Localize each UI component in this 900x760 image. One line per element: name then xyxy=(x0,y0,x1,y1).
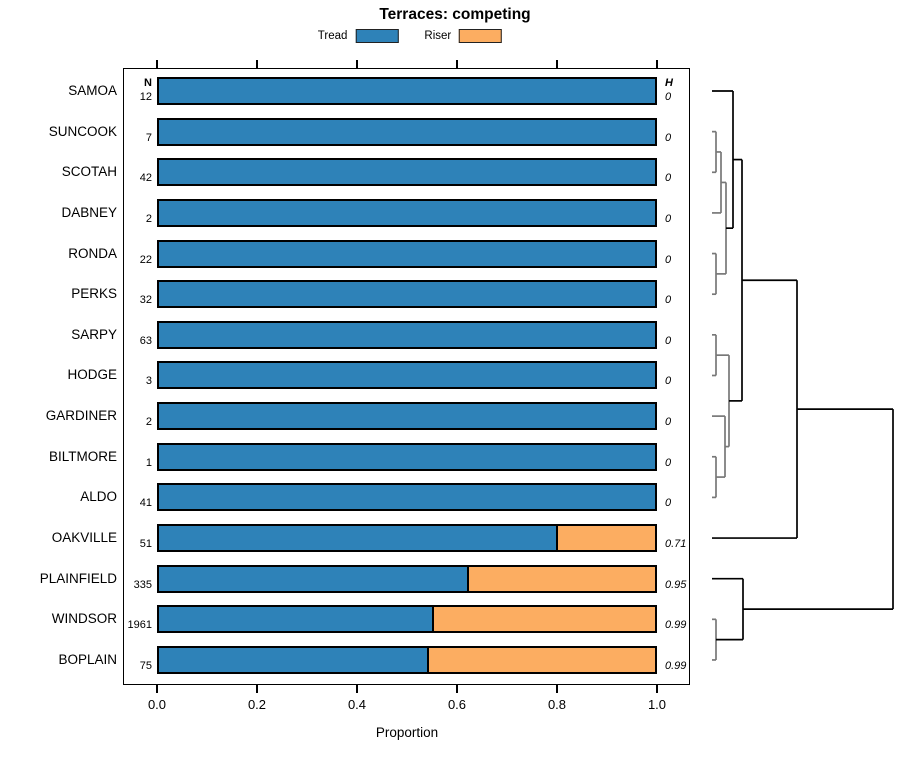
category-label: ALDO xyxy=(80,489,117,505)
n-value: 1961 xyxy=(127,619,152,632)
category-label: SAMOA xyxy=(68,83,117,98)
bar-segment-riser xyxy=(432,607,655,632)
bar-segment-riser xyxy=(427,647,655,672)
h-value: 0 xyxy=(665,334,672,347)
stacked-bar xyxy=(157,280,657,309)
n-value: 63 xyxy=(139,334,152,347)
h-column-header: H xyxy=(665,77,673,89)
category-label: RONDA xyxy=(68,245,117,261)
legend-swatch-riser xyxy=(459,29,503,43)
legend-label-riser: Riser xyxy=(424,30,452,42)
bottom-tick xyxy=(656,685,658,693)
h-value: 0 xyxy=(665,131,672,144)
stacked-bar xyxy=(157,77,657,105)
h-value: 0 xyxy=(665,212,672,225)
n-value: 12 xyxy=(139,91,152,103)
legend-item-riser: Riser xyxy=(424,29,503,43)
stacked-bar xyxy=(157,198,657,227)
bottom-tick xyxy=(256,685,258,693)
h-value: 0.99 xyxy=(665,619,687,632)
x-tick-label: 0.8 xyxy=(547,697,567,712)
x-tick-label: 1.0 xyxy=(647,697,667,712)
x-tick-label: 0.4 xyxy=(347,697,367,712)
stacked-bar xyxy=(157,361,657,390)
category-label: PERKS xyxy=(71,286,117,302)
h-value: 0 xyxy=(665,253,672,266)
x-axis-label: Proportion xyxy=(375,725,439,740)
bottom-tick xyxy=(556,685,558,693)
stacked-bar xyxy=(157,524,657,553)
category-label: HODGE xyxy=(67,367,117,383)
bottom-tick xyxy=(456,685,458,693)
h-value: 0 xyxy=(665,172,672,185)
n-value: 32 xyxy=(139,294,152,307)
stacked-bar xyxy=(157,158,657,187)
category-label: OAKVILLE xyxy=(51,530,117,546)
bar-segment-riser xyxy=(556,526,655,551)
n-value: 7 xyxy=(145,131,152,144)
legend-item-tread: Tread xyxy=(318,29,399,43)
stacked-bar xyxy=(157,117,657,146)
top-tick xyxy=(256,60,258,68)
stacked-bar xyxy=(157,402,657,431)
category-label: BOPLAIN xyxy=(58,651,117,667)
category-label: GARDINER xyxy=(45,408,117,424)
bar-segment-riser xyxy=(467,566,655,591)
category-label: BILTMORE xyxy=(48,448,117,464)
stacked-bar xyxy=(157,320,657,349)
legend-swatch-tread xyxy=(355,29,399,43)
n-value: 1 xyxy=(145,456,152,469)
h-value: 0.99 xyxy=(665,659,687,672)
n-value: 51 xyxy=(139,538,152,551)
category-label: WINDSOR xyxy=(51,611,117,627)
top-tick xyxy=(456,60,458,68)
legend-label-tread: Tread xyxy=(317,30,348,42)
n-value: 22 xyxy=(139,253,152,266)
n-value: 3 xyxy=(145,375,152,388)
top-tick xyxy=(556,60,558,68)
stacked-bar xyxy=(157,645,657,674)
legend: Tread Riser xyxy=(318,29,503,43)
category-label: DABNEY xyxy=(61,204,117,220)
n-value: 42 xyxy=(139,172,152,185)
n-column-header: N xyxy=(144,77,152,89)
h-value: 0 xyxy=(665,456,672,469)
h-value: 0 xyxy=(665,497,672,510)
top-tick xyxy=(356,60,358,68)
x-tick-label: 0.6 xyxy=(447,697,467,712)
n-value: 41 xyxy=(139,497,152,510)
n-value: 2 xyxy=(145,416,152,429)
n-value: 2 xyxy=(145,212,152,225)
category-label: PLAINFIELD xyxy=(39,570,117,586)
bottom-tick xyxy=(156,685,158,693)
h-value: 0.95 xyxy=(665,578,687,591)
bottom-tick xyxy=(356,685,358,693)
x-tick-label: 0.2 xyxy=(247,697,267,712)
stacked-bar xyxy=(157,605,657,634)
stacked-bar xyxy=(157,564,657,593)
h-value: 0 xyxy=(665,294,672,307)
h-value: 0 xyxy=(665,375,672,388)
n-value: 335 xyxy=(133,578,152,591)
plot-area-border xyxy=(123,68,690,685)
category-label: SARPY xyxy=(71,326,117,342)
h-value: 0.71 xyxy=(665,538,687,551)
h-value: 0 xyxy=(665,416,672,429)
h-value: 0 xyxy=(665,91,672,103)
top-tick xyxy=(156,60,158,68)
n-value: 75 xyxy=(139,659,152,672)
top-tick xyxy=(656,60,658,68)
stacked-bar xyxy=(157,239,657,268)
category-label: SUNCOOK xyxy=(48,123,117,139)
chart-title: Terraces: competing xyxy=(379,6,531,23)
stacked-bar xyxy=(157,483,657,512)
x-tick-label: 0.0 xyxy=(147,697,167,712)
category-label: SCOTAH xyxy=(61,164,117,180)
stacked-bar xyxy=(157,442,657,471)
